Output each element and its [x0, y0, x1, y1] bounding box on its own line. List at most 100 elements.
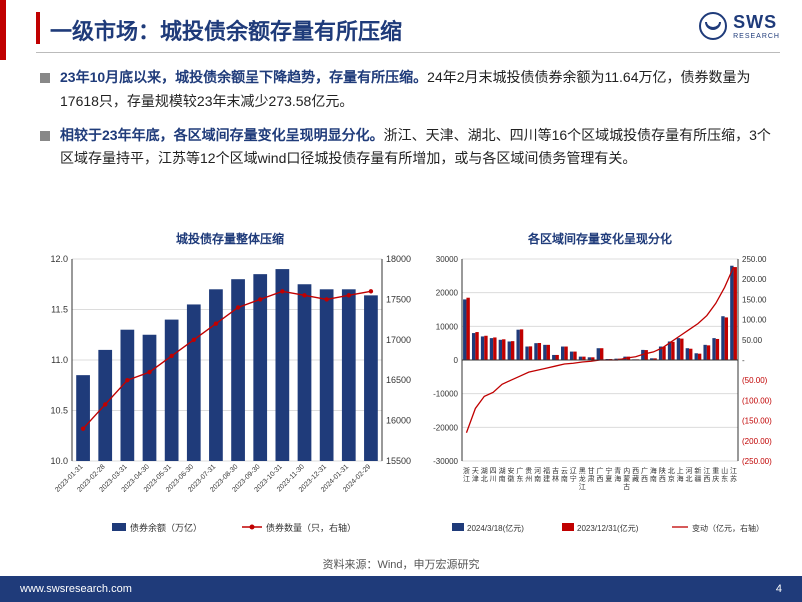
bullet-item: 23年10月底以来，城投债余额呈下降趋势，存量有所压缩。24年2月末城投债债券余… [40, 66, 778, 114]
chart-left-title: 城投债存量整体压缩 [40, 230, 420, 247]
brand-logo: SWS RESEARCH [699, 12, 780, 40]
svg-text:东: 东 [721, 474, 728, 483]
svg-text:广: 广 [516, 466, 523, 475]
svg-text:贵: 贵 [525, 466, 532, 475]
svg-text:甘: 甘 [588, 466, 595, 475]
source-text: 资料来源：Wind，申万宏源研究 [0, 552, 802, 576]
bullet-item: 相较于23年年底，各区域间存量变化呈现明显分化。浙江、天津、湖北、四川等16个区… [40, 124, 778, 172]
svg-text:海: 海 [677, 474, 684, 483]
svg-text:西: 西 [641, 475, 648, 483]
svg-text:2023/12/31(亿元): 2023/12/31(亿元) [577, 523, 639, 533]
svg-text:变动（亿元，右轴）: 变动（亿元，右轴） [692, 523, 764, 533]
svg-text:西: 西 [703, 475, 710, 483]
svg-text:宁: 宁 [605, 466, 612, 475]
svg-text:北: 北 [686, 475, 693, 483]
chart-right: 各区域间存量变化呈现分化 -30000-20000-10000010000200… [420, 230, 780, 550]
svg-text:山: 山 [721, 466, 728, 475]
page-title: 一级市场：城投债余额存量有所压缩 [50, 14, 402, 46]
svg-text:200.00: 200.00 [742, 275, 767, 284]
svg-text:疆: 疆 [694, 475, 701, 483]
svg-text:2024/3/18(亿元): 2024/3/18(亿元) [467, 523, 524, 533]
svg-text:黑: 黑 [579, 467, 586, 475]
footer-bar: www.swsresearch.com 4 [0, 576, 802, 602]
chart-left: 城投债存量整体压缩 10.010.511.011.512.01550016000… [40, 230, 420, 550]
logo-text: SWS [733, 12, 780, 33]
svg-text:福: 福 [543, 466, 550, 475]
svg-text:南: 南 [650, 474, 657, 483]
svg-text:蒙: 蒙 [623, 474, 630, 483]
svg-text:11.0: 11.0 [51, 355, 68, 365]
svg-text:天: 天 [472, 467, 479, 475]
svg-text:150.00: 150.00 [742, 295, 767, 304]
svg-text:湖: 湖 [481, 466, 488, 475]
bullet-lead: 相较于23年年底，各区域间存量变化呈现明显分化。 [60, 127, 384, 143]
svg-text:建: 建 [543, 474, 550, 483]
svg-text:林: 林 [552, 474, 559, 483]
svg-text:17500: 17500 [386, 294, 411, 304]
svg-text:18000: 18000 [386, 254, 411, 264]
svg-text:四: 四 [490, 467, 497, 475]
svg-text:江: 江 [463, 475, 470, 483]
svg-text:20000: 20000 [436, 289, 459, 298]
svg-text:河: 河 [686, 467, 693, 475]
bullet-square-icon [40, 73, 50, 83]
svg-text:(200.00): (200.00) [742, 437, 772, 446]
svg-text:津: 津 [472, 475, 479, 483]
svg-text:宁: 宁 [570, 474, 577, 483]
svg-text:东: 东 [516, 474, 523, 483]
svg-text:10.5: 10.5 [50, 406, 68, 416]
svg-text:南: 南 [561, 474, 568, 483]
svg-text:吉: 吉 [552, 467, 559, 475]
svg-text:-20000: -20000 [433, 423, 458, 432]
svg-text:10000: 10000 [436, 322, 459, 331]
bullet-content: 23年10月底以来，城投债余额呈下降趋势，存量有所压缩。24年2月末城投债债券余… [40, 66, 778, 181]
svg-text:16500: 16500 [386, 375, 411, 385]
svg-text:-30000: -30000 [433, 457, 458, 466]
svg-text:湖: 湖 [499, 466, 506, 475]
svg-text:江: 江 [730, 467, 737, 475]
svg-text:海: 海 [650, 466, 657, 475]
svg-text:250.00: 250.00 [742, 255, 767, 264]
svg-text:藏: 藏 [632, 474, 639, 483]
svg-text:(100.00): (100.00) [742, 396, 772, 405]
svg-text:安: 安 [507, 466, 514, 475]
svg-text:陕: 陕 [659, 466, 666, 475]
svg-text:内: 内 [623, 466, 630, 475]
logo-icon [699, 12, 727, 40]
title-accent-bar [36, 12, 40, 44]
chart-right-title: 各区域间存量变化呈现分化 [420, 230, 780, 247]
svg-text:州: 州 [525, 475, 532, 483]
svg-text:广: 广 [641, 466, 648, 475]
svg-text:100.00: 100.00 [742, 316, 767, 325]
svg-text:30000: 30000 [436, 255, 459, 264]
svg-text:苏: 苏 [730, 474, 737, 483]
bullet-lead: 23年10月底以来，城投债余额呈下降趋势，存量有所压缩。 [60, 69, 427, 85]
logo-subtext: RESEARCH [733, 33, 780, 40]
svg-text:江: 江 [579, 483, 586, 491]
svg-text:夏: 夏 [605, 475, 612, 483]
svg-text:广: 广 [597, 466, 604, 475]
svg-text:-10000: -10000 [433, 390, 458, 399]
svg-text:京: 京 [668, 474, 675, 483]
svg-text:(250.00): (250.00) [742, 457, 772, 466]
svg-text:西: 西 [659, 475, 666, 483]
svg-text:川: 川 [490, 475, 497, 483]
svg-text:债券余额（万亿）: 债券余额（万亿） [130, 522, 202, 533]
bullet-square-icon [40, 131, 50, 141]
svg-text:徽: 徽 [507, 474, 514, 483]
header-divider [36, 52, 780, 53]
svg-text:债券数量（只，右轴）: 债券数量（只，右轴） [266, 522, 356, 533]
svg-text:新: 新 [694, 466, 701, 475]
svg-text:云: 云 [561, 467, 568, 475]
svg-text:西: 西 [632, 467, 639, 475]
svg-text:(50.00): (50.00) [742, 376, 768, 385]
svg-text:11.5: 11.5 [51, 305, 68, 315]
svg-text:南: 南 [534, 474, 541, 483]
footer-url: www.swsresearch.com [20, 583, 132, 595]
svg-text:庆: 庆 [712, 474, 719, 483]
svg-text:北: 北 [481, 475, 488, 483]
svg-text:河: 河 [534, 467, 541, 475]
svg-text:肃: 肃 [588, 474, 595, 483]
svg-text:南: 南 [499, 474, 506, 483]
svg-text:江: 江 [703, 467, 710, 475]
